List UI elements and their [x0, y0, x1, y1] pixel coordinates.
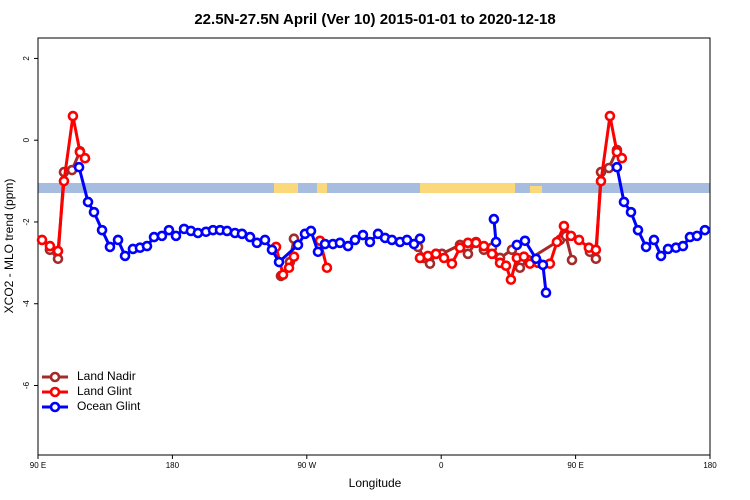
x-tick-label: 90 E [567, 461, 583, 470]
data-point [537, 259, 549, 271]
legend-marker [49, 386, 61, 398]
legend-label: Land Nadir [77, 369, 136, 383]
data-point [655, 250, 667, 262]
y-tick-label: -6 [22, 381, 31, 389]
data-point [632, 224, 644, 236]
data-point [566, 254, 578, 266]
data-point [112, 234, 124, 246]
x-tick-label: 90 E [30, 461, 46, 470]
map-strip [38, 183, 710, 193]
data-point [312, 246, 324, 258]
data-point [478, 240, 490, 252]
data-point [551, 236, 563, 248]
data-point [446, 258, 458, 269]
data-point [273, 256, 285, 268]
data-point [96, 224, 108, 236]
data-point [88, 206, 100, 218]
data-point [514, 262, 526, 274]
data-point [36, 234, 48, 246]
data-point [488, 213, 500, 225]
data-point [618, 196, 630, 208]
data-point [82, 196, 94, 208]
data-point [349, 234, 361, 246]
data-point [699, 224, 711, 236]
data-point [691, 230, 703, 242]
data-point [611, 161, 623, 173]
data-point [565, 230, 577, 242]
data-point [266, 244, 278, 256]
data-point [386, 234, 398, 246]
data-point [558, 220, 570, 232]
legend-marker [49, 371, 61, 383]
data-point [677, 240, 689, 252]
data-point [590, 253, 602, 265]
legend-label: Ocean Glint [77, 399, 141, 413]
data-point [44, 240, 56, 252]
data-point [79, 152, 91, 164]
data-point [519, 235, 531, 247]
data-point [530, 253, 542, 265]
data-point [119, 250, 131, 262]
y-axis-label: XCO2 - MLO trend (ppm) [2, 179, 16, 314]
data-point [486, 248, 498, 260]
y-tick-label: -4 [22, 300, 31, 308]
y-tick-label: 2 [22, 56, 31, 61]
chart-title: 22.5N-27.5N April (Ver 10) 2015-01-01 to… [194, 11, 555, 28]
data-point [430, 248, 442, 260]
data-point [511, 239, 523, 251]
data-point [292, 239, 304, 251]
plot-frame [37, 37, 711, 456]
data-point [462, 248, 474, 260]
data-point [595, 175, 607, 187]
x-tick-label: 180 [703, 461, 717, 470]
data-point [357, 229, 369, 241]
data-point [321, 262, 333, 274]
data-point [518, 251, 530, 263]
data-point [58, 175, 70, 187]
data-point [305, 225, 317, 237]
data-point [163, 224, 175, 236]
data-point [604, 110, 616, 122]
data-point [364, 236, 376, 248]
legend-label: Land Glint [77, 384, 132, 398]
data-point [288, 251, 300, 263]
data-point [73, 161, 85, 173]
data-point [52, 245, 64, 257]
data-point [67, 110, 79, 122]
x-axis-label: Longitude [349, 476, 402, 490]
data-point [156, 230, 168, 242]
data-point [141, 240, 153, 252]
data-point [505, 274, 517, 285]
data-point [616, 152, 628, 164]
data-point [540, 287, 552, 298]
x-tick-label: 180 [166, 461, 180, 470]
data-point [342, 240, 354, 252]
data-point [277, 269, 289, 281]
data-point [590, 244, 602, 256]
data-point [283, 262, 295, 274]
data-point [603, 162, 615, 174]
data-point [104, 241, 116, 253]
data-point [422, 250, 434, 262]
data-point [490, 236, 502, 248]
data-point [192, 227, 204, 239]
data-point [500, 260, 512, 272]
data-point [259, 234, 271, 246]
data-point [454, 242, 466, 254]
y-tick-label: 0 [22, 137, 31, 142]
x-tick-label: 90 W [297, 461, 316, 470]
data-point [640, 241, 652, 253]
y-tick-label: -2 [22, 218, 31, 226]
legend-marker [49, 401, 61, 413]
x-tick-label: 0 [439, 461, 444, 470]
data-point [573, 234, 585, 246]
data-point [625, 206, 637, 218]
data-point [170, 230, 182, 242]
data-point [244, 231, 256, 243]
data-point [438, 252, 450, 264]
data-point [648, 234, 660, 246]
data-point [414, 233, 426, 245]
